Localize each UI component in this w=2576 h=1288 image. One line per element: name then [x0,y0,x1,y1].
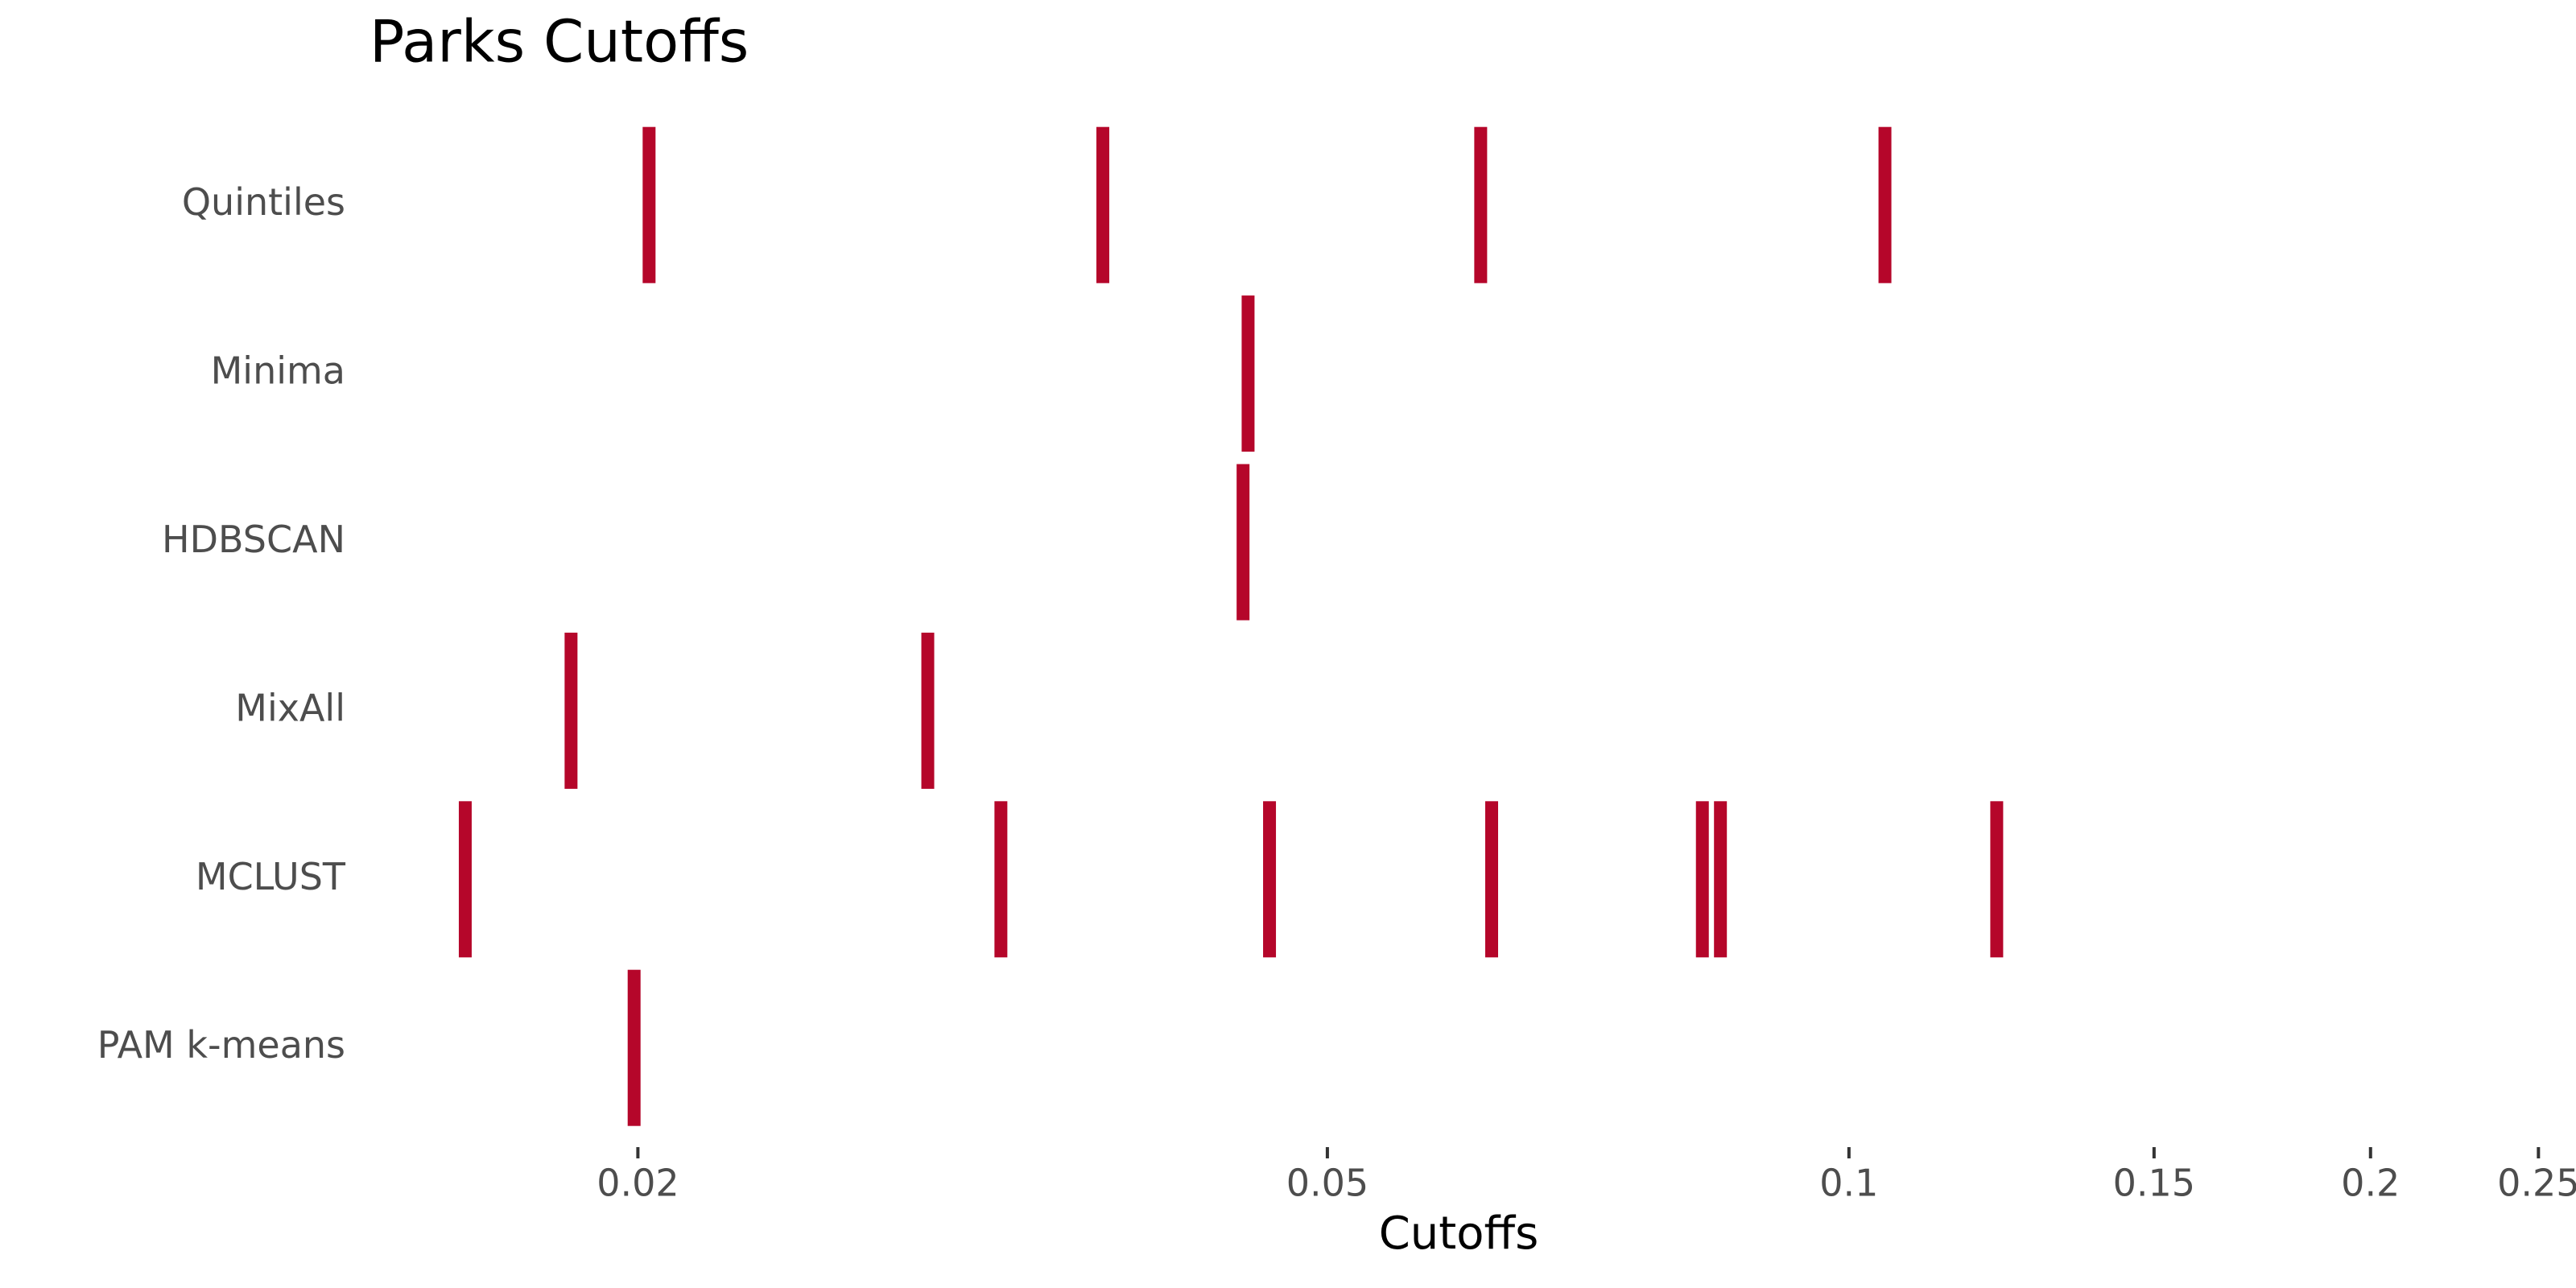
cutoff-bar [1695,801,1709,958]
cutoff-bar [1484,801,1498,958]
cutoff-bar [921,632,935,789]
y-tick-label: HDBSCAN [162,518,345,561]
cutoff-bar [1714,801,1728,958]
x-tick-label: 0.05 [1286,1162,1368,1205]
x-tick-label: 0.25 [2497,1162,2576,1205]
y-tick-label: Minima [211,349,345,393]
cutoff-bar [1096,126,1109,283]
x-axis-title: Cutoffs [1379,1208,1539,1260]
y-tick-label: Quintiles [182,180,345,224]
cutoff-bar [1241,295,1255,452]
chart-title: Parks Cutoffs [369,8,749,76]
cutoff-bar [642,126,656,283]
cutoff-bar [627,969,641,1126]
x-tick-label: 0.2 [2341,1162,2400,1205]
y-tick-label: PAM k-means [97,1023,345,1067]
y-tick-label: MixAll [235,686,345,729]
cutoff-bar [458,801,472,958]
cutoff-bar [994,801,1008,958]
cutoff-bar [564,632,578,789]
x-tick-label: 0.1 [1819,1162,1878,1205]
x-tick-label: 0.15 [2113,1162,2195,1205]
cutoff-bar [1236,464,1250,621]
cutoff-bar [1474,126,1488,283]
cutoff-bar [1263,801,1277,958]
x-tick-label: 0.02 [597,1162,679,1205]
cutoff-bar [1878,126,1892,283]
cutoff-bar [1990,801,2004,958]
y-tick-label: MCLUST [196,855,346,898]
